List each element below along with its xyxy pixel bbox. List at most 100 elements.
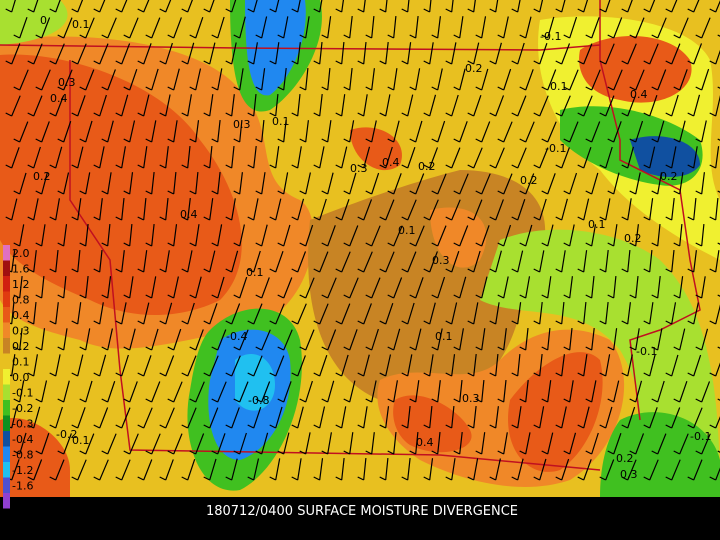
wind-barb [357,146,371,169]
wind-barb [453,16,464,39]
wind-barb [71,302,82,325]
wind-barb [445,0,454,13]
wind-barb [651,69,667,91]
wind-barb [717,398,720,401]
wind-barb [255,68,266,91]
contour-label: -0.1 [545,142,566,155]
wind-barb [269,458,281,481]
wind-barb [475,173,491,195]
wind-barb [181,146,191,169]
wind-barb [651,172,663,195]
wind-barb [115,407,131,429]
wind-barb [497,68,512,91]
wind-barb [475,121,491,143]
wind-barb [387,277,403,299]
wind-barb [585,224,597,247]
wind-barb [5,198,18,221]
wind-barb [651,433,667,455]
wind-barb [379,406,390,429]
wind-barb [709,49,720,65]
legend-label: 0.0 [12,371,30,384]
wind-barb [599,198,611,221]
wind-barb [13,17,28,39]
wind-barb [247,42,258,65]
wind-barb [313,303,329,325]
wind-barb [101,433,117,455]
wind-barb [137,146,148,169]
wind-barb [277,432,290,455]
wind-barb [277,277,293,299]
wind-barb [511,95,527,117]
wind-barb [299,16,310,39]
wind-barb [387,16,397,39]
wind-barb [423,406,433,429]
wind-barb [643,302,654,325]
wind-barb [57,276,67,299]
wind-barb [431,16,441,39]
region [235,354,275,411]
contour-label: -0.8 [248,394,269,407]
wind-barb [343,68,353,91]
wind-barb [423,42,434,65]
wind-barb [357,94,368,117]
wind-barb [115,302,127,325]
contour-label: 0.2 [624,232,642,245]
wind-barb [467,147,483,169]
wind-barb [387,173,402,195]
wind-barb [709,362,720,377]
contour-label: -0.2 [56,428,77,441]
wind-barb [247,303,263,325]
wind-barb [379,42,389,65]
wind-barb [577,459,592,481]
wind-barb [57,328,68,351]
wind-barb [5,43,21,65]
wind-barb [277,68,287,91]
wind-barb [409,380,420,403]
contour-label: 0.2 [33,170,51,183]
wind-barb [137,302,150,325]
wind-barb [211,16,225,39]
wind-barb [673,433,689,455]
wind-barb [387,225,403,247]
wind-barb [519,224,533,247]
wind-barb [115,459,131,481]
wind-barb [665,302,677,325]
wind-barb [607,121,622,143]
wind-barb [79,120,93,143]
wind-barb [27,95,43,117]
wind-barb [233,16,246,39]
wind-barb [453,276,467,299]
wind-barb [431,173,447,195]
wind-barb [181,42,195,65]
wind-barb [497,328,507,351]
wind-barb [225,94,235,117]
contour-label: 0.3 [350,162,368,175]
wind-barb [79,276,89,299]
wind-barb [643,0,656,13]
wind-barb [269,94,279,117]
wind-barb [533,302,543,325]
wind-barb [475,432,486,455]
wind-barb [489,147,505,169]
wind-barb [555,302,565,325]
wind-barb [563,16,578,39]
wind-barb [511,42,525,65]
wind-barb [291,42,301,65]
legend-label: -0.4 [12,433,33,446]
contour-label: 0.4 [50,92,68,105]
wind-barb [247,250,261,273]
wind-barb [585,17,600,39]
wind-barb [519,173,535,195]
legend-swatch [3,307,10,323]
wind-barb [79,433,95,455]
wind-barb [335,0,345,13]
wind-barb [467,354,477,377]
wind-barb [189,381,205,403]
wind-barb [585,121,601,143]
wind-barb [79,224,89,247]
wind-barb [695,433,711,455]
wind-barb [291,146,302,169]
wind-barb [101,120,114,143]
wind-barb [211,381,227,403]
wind-barb [365,225,381,247]
